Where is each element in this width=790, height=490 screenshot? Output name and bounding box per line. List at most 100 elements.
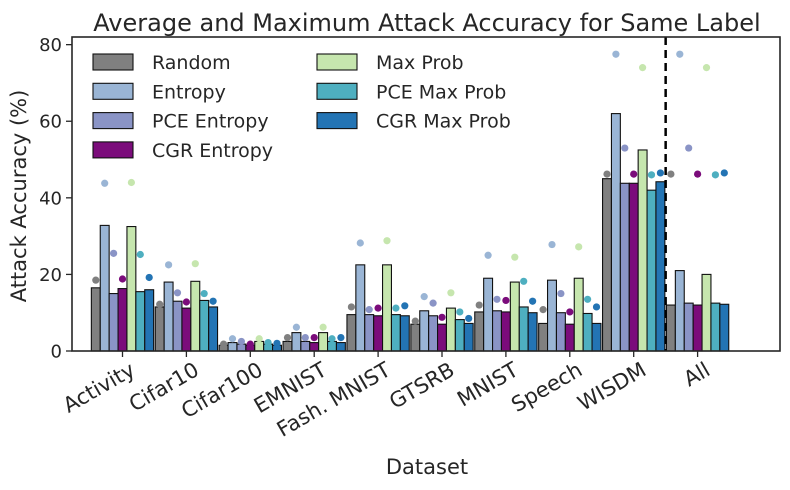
max-point	[702, 64, 711, 72]
max-point	[667, 170, 675, 178]
bar	[126, 226, 137, 352]
bar	[674, 270, 685, 352]
max-point	[685, 144, 693, 152]
max-point	[630, 170, 638, 178]
max-point	[264, 338, 272, 347]
max-point	[429, 299, 437, 307]
max-point	[127, 178, 135, 187]
bar	[108, 293, 119, 352]
max-point	[621, 144, 629, 152]
x-tick-label: Activity	[59, 358, 139, 418]
bar	[373, 315, 384, 352]
bar	[665, 304, 676, 352]
bar	[318, 332, 329, 352]
bar	[355, 264, 366, 352]
bar	[300, 340, 311, 352]
bar	[683, 302, 694, 352]
bar	[172, 300, 183, 352]
max-point	[639, 64, 647, 72]
max-point	[520, 277, 528, 285]
bar	[436, 323, 447, 352]
bar	[291, 332, 302, 352]
bar	[546, 279, 557, 352]
max-point	[511, 253, 519, 261]
max-point	[447, 289, 455, 297]
legend-swatch	[92, 141, 134, 159]
max-point	[676, 50, 684, 58]
legend-swatch	[316, 82, 358, 100]
max-point	[656, 169, 665, 177]
max-point	[548, 240, 556, 249]
legend-swatch	[316, 53, 358, 71]
bar	[646, 189, 657, 352]
max-point	[191, 260, 199, 268]
legend-label: CGR Entropy	[152, 140, 273, 162]
bar	[710, 302, 721, 352]
max-point	[502, 296, 510, 305]
x-tick-label: GTSRB	[385, 358, 458, 414]
bar	[419, 310, 430, 352]
bar	[619, 182, 630, 352]
legend-label: Max Prob	[376, 52, 464, 74]
max-point	[165, 261, 173, 269]
bar	[428, 315, 439, 352]
bar	[582, 312, 593, 352]
plot-frame	[71, 36, 781, 352]
bar	[154, 306, 165, 352]
max-point	[539, 306, 547, 314]
bar	[463, 322, 474, 352]
bar	[491, 310, 502, 352]
legend-label: Random	[152, 52, 231, 74]
max-point	[319, 323, 327, 331]
max-point	[292, 323, 300, 331]
max-point	[347, 303, 355, 311]
bar	[518, 306, 529, 352]
max-point	[209, 297, 217, 305]
legend-swatch	[92, 53, 134, 71]
max-point	[246, 340, 254, 348]
bar	[208, 306, 219, 352]
max-point	[220, 340, 228, 348]
bar	[655, 181, 666, 352]
max-point	[612, 50, 620, 58]
legend-label: CGR Max Prob	[376, 111, 511, 133]
max-point	[273, 339, 281, 347]
bar	[190, 280, 201, 352]
max-point	[374, 304, 382, 312]
max-point	[401, 302, 409, 310]
bar	[309, 342, 320, 352]
max-point	[237, 337, 245, 346]
legend: Random Entropy PCE Entropy CGR Entropy Max P…	[92, 52, 511, 162]
max-point	[566, 308, 574, 316]
max-point	[200, 289, 208, 298]
max-point	[365, 306, 373, 314]
max-point	[529, 297, 537, 305]
max-point	[493, 295, 501, 303]
bar	[346, 314, 357, 352]
bar	[364, 314, 375, 352]
max-point	[310, 334, 318, 342]
bar	[117, 288, 128, 352]
max-point	[383, 237, 391, 245]
chart-title: Average and Maximum Attack Accuracy for …	[93, 9, 760, 37]
bar	[628, 182, 639, 352]
bar	[692, 304, 703, 352]
max-point	[337, 334, 345, 342]
bar	[610, 113, 621, 352]
max-point	[575, 243, 583, 251]
bar	[410, 323, 421, 352]
max-point	[484, 251, 492, 259]
bar	[483, 277, 494, 352]
max-point	[145, 273, 153, 282]
max-point	[173, 289, 182, 297]
max-point	[328, 335, 336, 343]
x-tick-label: WISDM	[574, 358, 651, 416]
max-point	[283, 334, 292, 342]
max-point	[228, 335, 237, 343]
max-point	[392, 304, 400, 312]
x-axis-label: Dataset	[386, 455, 468, 479]
bar	[500, 311, 511, 352]
bar	[99, 224, 110, 352]
